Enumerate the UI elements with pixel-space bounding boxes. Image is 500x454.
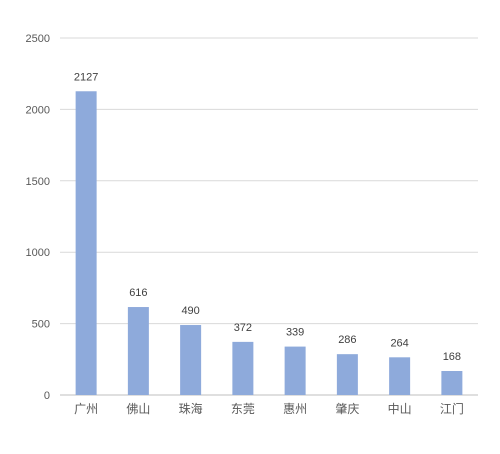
x-axis-categories: 广州 佛山 珠海 东莞 惠州 肇庆 中山 江门 <box>74 401 464 416</box>
bars <box>75 91 463 395</box>
y-tick-label: 500 <box>32 319 50 331</box>
data-label: 264 <box>390 337 408 349</box>
x-category-label: 佛山 <box>126 402 150 416</box>
y-tick-label: 1000 <box>26 247 50 259</box>
data-labels: 2127 616 490 372 339 286 264 168 <box>74 71 461 363</box>
x-category-label: 中山 <box>388 401 412 416</box>
bar <box>284 346 306 395</box>
x-category-label: 惠州 <box>283 402 307 416</box>
x-category-label: 江门 <box>440 401 464 416</box>
x-category-label: 肇庆 <box>335 401 359 416</box>
bar <box>441 371 463 395</box>
data-label: 2127 <box>74 71 98 83</box>
data-label: 490 <box>181 305 199 317</box>
y-tick-label: 1500 <box>26 176 50 188</box>
data-label: 372 <box>234 322 252 334</box>
y-axis-ticks: 0 500 1000 1500 2000 2500 <box>26 33 50 402</box>
bar <box>336 354 358 395</box>
x-category-label: 珠海 <box>179 401 203 416</box>
data-label: 339 <box>286 327 304 339</box>
bar <box>232 341 254 395</box>
bar <box>75 91 97 395</box>
bar <box>389 357 411 395</box>
gridlines <box>60 37 478 396</box>
data-label: 616 <box>129 287 147 299</box>
data-label: 168 <box>443 351 461 363</box>
data-label: 286 <box>338 334 356 346</box>
y-tick-label: 0 <box>44 390 50 402</box>
y-tick-label: 2000 <box>26 104 50 116</box>
x-category-label: 东莞 <box>231 402 255 416</box>
bar <box>127 307 149 395</box>
bar <box>180 325 202 395</box>
y-tick-label: 2500 <box>26 33 50 45</box>
x-category-label: 广州 <box>74 402 98 416</box>
